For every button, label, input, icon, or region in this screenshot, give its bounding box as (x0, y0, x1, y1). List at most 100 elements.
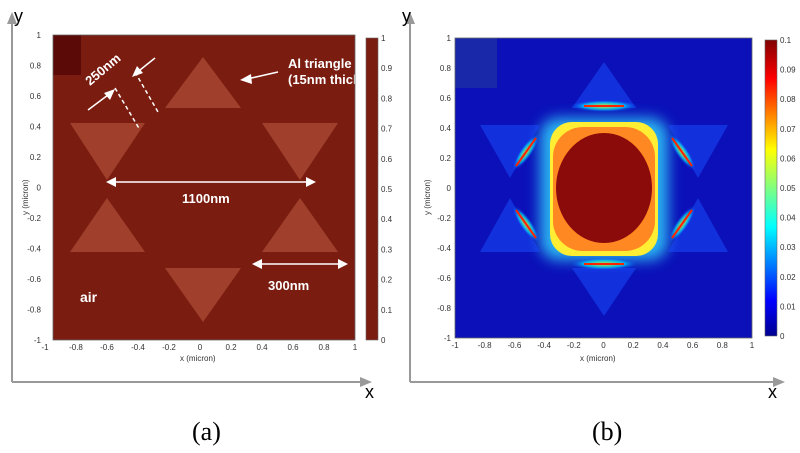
hot-edge-upper-right (668, 133, 696, 171)
outer-y-arrow-icon-b (405, 12, 415, 24)
y-tick-labels-b: 1 0.8 0.6 0.4 0.2 0 -0.2 -0.4 -0.6 -0.8 -1 (437, 34, 451, 343)
field-triangle-lower-left (480, 198, 540, 252)
y-tick-label: 0.8 (30, 62, 42, 71)
y-tick-label: 0.2 (30, 153, 42, 162)
colorbar-b (764, 39, 778, 337)
x-tick-label: -0.2 (567, 341, 581, 350)
triangle-label-line1: Al triangle (288, 56, 352, 71)
x-tick-label: 0.6 (287, 343, 299, 352)
frame-b (454, 37, 753, 339)
caption-a: (a) (192, 417, 221, 446)
colorbar-tick-label: 0.1 (780, 36, 792, 45)
colorbar-tick-label: 0.06 (780, 154, 796, 163)
colorbar-tick-label: 0.9 (381, 64, 393, 73)
x-tick-label: -0.8 (69, 343, 83, 352)
colorbar-tick-label: 0.2 (381, 276, 393, 285)
frame-a (52, 34, 356, 341)
al-triangle-label: Al triangle (15nm thick) (240, 56, 365, 87)
colorbar-tick-label: 0.4 (381, 215, 393, 224)
dim-1100nm: 1100nm (106, 177, 316, 206)
x-tick-label: 1 (353, 343, 358, 352)
y-tick-label: 1 (37, 31, 42, 40)
y-tick-label: 0.4 (440, 124, 452, 133)
y-tick-label: -0.4 (27, 245, 41, 254)
dim-300nm: 300nm (252, 259, 348, 293)
caption-b: (b) (592, 417, 622, 446)
field-triangle-lower-right (668, 198, 728, 252)
colorbar-tick-label: 0.08 (780, 95, 796, 104)
colorbar-tick-label: 0.07 (780, 125, 796, 134)
label-air: air (80, 289, 98, 305)
field-triangle-upper-left (480, 125, 540, 178)
y-tick-label: -0.6 (27, 275, 41, 284)
x-tick-label: -0.4 (537, 341, 551, 350)
x-tick-label: 0.2 (225, 343, 237, 352)
colorbar-tick-label: 0.09 (780, 66, 796, 75)
colorbar-ticks-a: 1 0.9 0.8 0.7 0.6 0.5 0.4 0.3 0.2 0.1 0 (381, 34, 393, 345)
x-tick-label: 0.8 (717, 341, 729, 350)
triangle-upper-left (70, 123, 145, 180)
x-axis-label-a: x (micron) (180, 354, 216, 363)
y-tick-label: -0.2 (27, 214, 41, 223)
triangle-lower-right (262, 198, 338, 252)
x-axis-label-b: x (micron) (580, 354, 616, 363)
y-tick-label: -1 (34, 336, 42, 345)
colorbar-tick-label: 0.05 (780, 184, 796, 193)
colorbar-tick-label: 0 (780, 332, 785, 341)
corner-patch (53, 35, 81, 75)
colorbar-tick-label: 0.01 (780, 302, 796, 311)
x-tick-label: -0.4 (131, 343, 145, 352)
colorbar-a (365, 37, 379, 341)
colorbar-tick-label: 0.5 (381, 185, 393, 194)
y-tick-label: 0.8 (440, 64, 452, 73)
y-tick-label: -1 (444, 334, 452, 343)
field-triangle-bottom (572, 268, 636, 316)
colorbar-tick-label: 0.8 (381, 94, 393, 103)
label-1100nm: 1100nm (182, 191, 230, 206)
outer-x-arrow-icon (360, 377, 372, 387)
x-tick-label: 0.4 (256, 343, 268, 352)
label-300nm: 300nm (268, 278, 309, 293)
x-tick-label: 0.8 (318, 343, 330, 352)
colorbar-tick-label: 0.3 (381, 245, 393, 254)
x-tick-label: 0.6 (687, 341, 699, 350)
y-tick-labels-a: 1 0.8 0.6 0.4 0.2 0 -0.2 -0.4 -0.6 -0.8 -1 (27, 31, 41, 345)
colorbar-tick-label: 0.03 (780, 243, 796, 252)
panel-b: y x (402, 6, 796, 446)
x-tick-labels-b: -1 -0.8 -0.6 -0.4 -0.2 0 0.2 0.4 0.6 0.8 1 (451, 341, 754, 350)
x-tick-label: 1 (750, 341, 755, 350)
field-triangle-top (572, 62, 636, 108)
panel-a: y x 250nm Al triangle (15nm thick) (7, 6, 393, 446)
x-tick-label: -0.6 (508, 341, 522, 350)
triangle-label-line2: (15nm thick) (288, 72, 365, 87)
colorbar-tick-label: 0 (381, 336, 386, 345)
x-tick-label: -1 (41, 343, 49, 352)
x-tick-label: 0.4 (657, 341, 669, 350)
outer-y-label: y (14, 6, 23, 26)
x-tick-label: 0 (198, 343, 203, 352)
corner-patch-b (455, 38, 497, 88)
y-tick-label: 0.6 (30, 92, 42, 101)
y-tick-label: 0 (37, 184, 42, 193)
x-tick-labels-a: -1 -0.8 -0.6 -0.4 -0.2 0 0.2 0.4 0.6 0.8 1 (41, 343, 357, 352)
y-tick-label: 0.6 (440, 94, 452, 103)
x-tick-label: -0.2 (162, 343, 176, 352)
outer-y-label-b: y (402, 6, 411, 26)
y-axis-label-a: y (micron) (21, 179, 30, 215)
outer-x-label: x (365, 382, 374, 402)
colorbar-tick-label: 0.1 (381, 306, 393, 315)
y-tick-label: -0.4 (437, 244, 451, 253)
y-tick-label: -0.8 (27, 306, 41, 315)
triangle-upper-right (262, 123, 338, 180)
hot-edge-lower-right (668, 205, 696, 243)
outer-x-arrow-icon-b (773, 377, 785, 387)
y-tick-label: 0 (447, 184, 452, 193)
colorbar-tick-label: 0.02 (780, 273, 796, 282)
colorbar-ticks-b: 0.1 0.09 0.08 0.07 0.06 0.05 0.04 0.03 0.02 0.01 0 (780, 36, 796, 341)
y-axis-label-b: y (micron) (423, 179, 432, 215)
outer-x-label-b: x (768, 382, 777, 402)
y-tick-label: 0.4 (30, 123, 42, 132)
x-tick-label: -0.6 (100, 343, 114, 352)
x-tick-label: -0.8 (478, 341, 492, 350)
